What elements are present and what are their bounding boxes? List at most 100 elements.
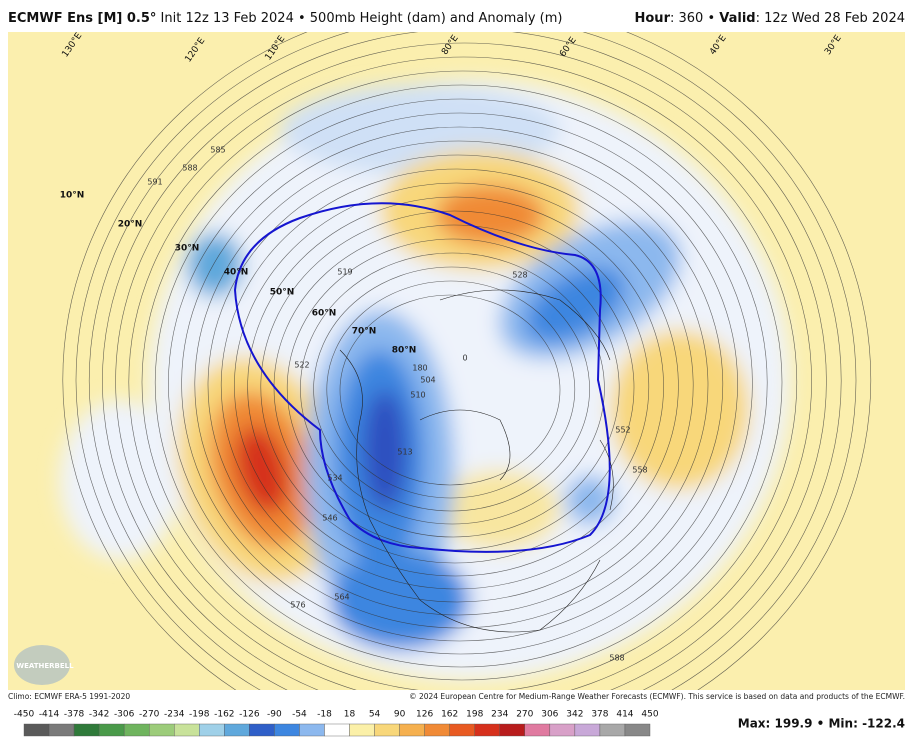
contour-label: 576 [290, 601, 305, 610]
contour [234, 182, 679, 590]
contour-label: 585 [210, 146, 225, 155]
colorbar-swatch [148, 723, 175, 737]
latitude-label: 60°N [312, 309, 337, 319]
contour [181, 126, 738, 642]
colorbar-swatch [274, 723, 300, 737]
logo: WEATHERBELL [16, 662, 74, 670]
colorbar-swatch [23, 723, 50, 737]
colorbar-tick-label: 414 [616, 710, 633, 720]
colorbar-tick-label: 234 [491, 710, 508, 720]
colorbar-tick-label: -378 [64, 710, 85, 720]
colorbar-tick-label: -18 [317, 710, 332, 720]
latitude-label: 20°N [118, 220, 143, 230]
colorbar-swatch [474, 723, 500, 737]
contour [75, 32, 857, 690]
colorbar-swatch [499, 723, 526, 737]
contour-label: 504 [420, 376, 435, 385]
model: ECMWF Ens [M] 0.5° [8, 11, 156, 26]
contour-label: 591 [147, 178, 162, 187]
colorbar-tick-label: 270 [516, 710, 533, 720]
contour [326, 280, 576, 499]
contour-label: 546 [322, 514, 337, 523]
colorbar-swatch [374, 723, 400, 737]
colorbar-swatch [224, 723, 250, 737]
contour [168, 112, 753, 655]
max-min: Max: 199.9 • Min: -122.4 [738, 717, 905, 731]
colorbar-swatch [624, 723, 651, 737]
contour [89, 32, 842, 690]
colorbar-tick-label: 306 [541, 710, 558, 720]
colorbar-tick-label: -342 [89, 710, 109, 720]
contour [260, 210, 650, 564]
colorbar-swatch [73, 723, 100, 737]
contour-label: 0 [462, 354, 467, 363]
colorbar-tick-label: -126 [239, 710, 260, 720]
colorbar-tick-label: 198 [466, 710, 483, 720]
colorbar-tick-label: -162 [214, 710, 234, 720]
colorbar-tick-label: -450 [14, 710, 35, 720]
540-contour [233, 202, 611, 553]
valid-value: : 12z Wed 28 Feb 2024 [756, 11, 905, 26]
colorbar-swatch [524, 723, 551, 737]
colorbar-tick-label: -54 [292, 710, 307, 720]
coastlines [339, 289, 614, 633]
contour-label: 528 [512, 271, 527, 280]
contour-label: 534 [327, 474, 342, 483]
contour [128, 70, 797, 690]
contour [286, 238, 620, 538]
contour [62, 32, 871, 690]
colorbar-swatch [249, 723, 275, 737]
colorbar-tick-label: -306 [114, 710, 135, 720]
contour-label: 552 [615, 426, 630, 435]
colorbar-tick-label: 90 [394, 710, 406, 720]
contour [194, 140, 724, 629]
colorbar-tick-label: -234 [164, 710, 185, 720]
colorbar-swatch [299, 723, 325, 737]
contour-label: 180 [412, 364, 427, 373]
colorbar-swatch [349, 723, 375, 737]
contour-label: 522 [294, 361, 309, 370]
colorbar-tick-label: 378 [591, 710, 608, 720]
hour-label: Hour [635, 11, 671, 26]
colorbar-tick-label: 162 [441, 710, 458, 720]
latitude-label: 80°N [392, 346, 417, 356]
colorbar-swatch [199, 723, 225, 737]
title: ECMWF Ens [M] 0.5° Init 12z 13 Feb 2024 … [8, 11, 562, 26]
latitude-label: 70°N [352, 327, 377, 337]
colorbar-swatch [174, 723, 200, 737]
contour-label: 564 [334, 593, 349, 602]
logo-badge [14, 645, 70, 685]
contour-label: 588 [182, 164, 197, 173]
colorbar-swatch [324, 723, 350, 737]
description: Init 12z 13 Feb 2024 • 500mb Height (dam… [161, 11, 563, 26]
contour [115, 56, 812, 690]
contour [207, 154, 709, 616]
contour-label: 519 [337, 268, 352, 277]
colorbar-tick-label: -198 [189, 710, 210, 720]
colorbar-tick-label: 54 [369, 710, 381, 720]
colorbar-swatch [449, 723, 475, 737]
colorbar: -450 -414 -378 -342 -306 -270 -234 -198 -162 -126… [14, 710, 659, 737]
colorbar-swatch [98, 723, 125, 737]
contour [102, 42, 827, 690]
colorbar-tick-label: -90 [267, 710, 282, 720]
colorbar-swatch [574, 723, 601, 737]
contour-label: 588 [609, 654, 624, 663]
latitude-label: 50°N [270, 288, 295, 298]
contour-label: 558 [632, 466, 647, 475]
contour [300, 252, 605, 525]
colorbar-swatch [48, 723, 75, 737]
colorbar-tick-label: -270 [139, 710, 160, 720]
valid-label: Valid [719, 11, 755, 26]
contour [247, 196, 664, 577]
colorbar-tick-label: 126 [416, 710, 433, 720]
colorbar-tick-label: 342 [566, 710, 583, 720]
colorbar-tick-label: 18 [344, 710, 356, 720]
colorbar-swatch [549, 723, 576, 737]
contour [339, 294, 561, 486]
anomaly-field [60, 80, 790, 680]
contour [141, 84, 783, 681]
colorbar-swatch [123, 723, 150, 737]
